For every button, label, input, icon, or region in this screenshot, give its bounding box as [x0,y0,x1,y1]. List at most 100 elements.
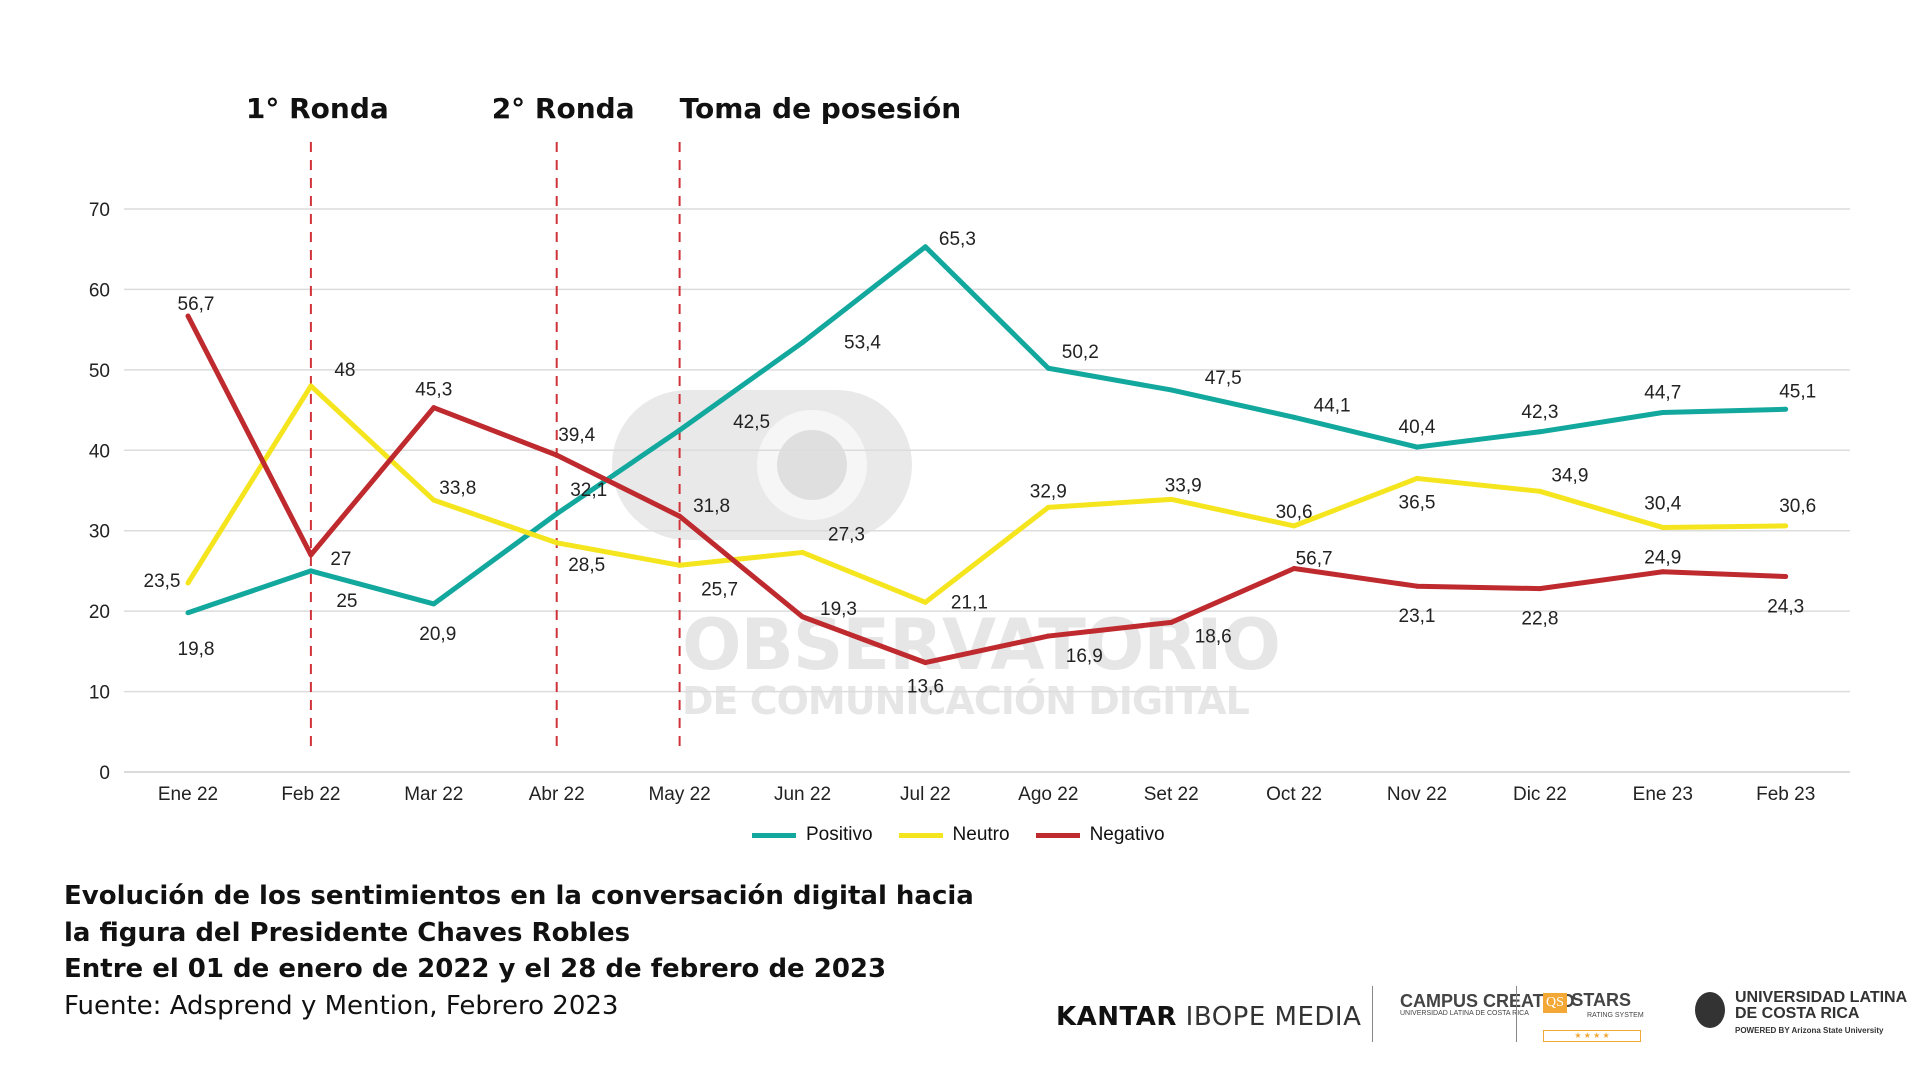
data-point [1045,504,1051,510]
watermark-line1: OBSERVATORIO [682,604,1281,686]
kantar-logo: KANTAR IBOPE MEDIA [1056,1002,1361,1032]
data-label: 33,9 [1165,475,1202,496]
data-label: 56,7 [178,294,215,315]
data-label: 23,1 [1399,606,1436,627]
x-tick-label: Dic 22 [1513,784,1567,805]
data-point [308,568,314,574]
data-point [431,405,437,411]
data-label: 21,1 [951,592,988,613]
data-point [1660,569,1666,575]
data-label: 20,9 [419,624,456,645]
y-tick-label: 0 [99,763,110,784]
data-point [677,562,683,568]
legend-label: Negativo [1089,824,1165,845]
data-point [677,513,683,519]
data-label: 18,6 [1195,626,1232,647]
data-label: 40,4 [1399,417,1436,438]
y-tick-label: 10 [89,683,110,704]
x-tick-label: Ene 23 [1633,784,1693,805]
campus-text: CAMPUS CREATIVO [1400,991,1575,1011]
y-tick-label: 40 [89,441,110,462]
data-point [1291,566,1297,572]
data-point [185,313,191,319]
globe-icon [1695,992,1725,1028]
qs-box: QS [1543,993,1567,1013]
x-tick-label: May 22 [648,784,710,805]
x-tick-label: Oct 22 [1266,784,1322,805]
data-label: 47,5 [1205,368,1242,389]
x-tick-label: Ene 22 [158,784,218,805]
data-label: 34,9 [1551,465,1588,486]
data-point [308,383,314,389]
series-line-neutro [185,383,1786,605]
divider [1372,986,1373,1042]
legend-item-positivo: Positivo [752,824,873,846]
data-label: 32,9 [1030,481,1067,502]
caption-source: Fuente: Adsprend y Mention, Febrero 2023 [64,990,619,1021]
data-point [1537,586,1543,592]
legend-swatch [898,832,943,838]
data-point [431,497,437,503]
data-label: 24,3 [1767,597,1804,618]
legend-swatch [1035,832,1080,838]
data-label: 36,5 [1399,492,1436,513]
data-label: 19,8 [178,639,215,660]
ulatina-powered: POWERED BY Arizona State University [1735,1026,1884,1035]
data-point [1045,633,1051,639]
data-label: 22,8 [1521,609,1558,630]
qs-rating: RATING SYSTEM [1587,1012,1644,1019]
data-point [1783,406,1789,412]
data-point [1537,488,1543,494]
data-label: 24,9 [1644,548,1681,569]
series-line-positivo [187,244,1786,616]
annotation-label: 1° Ronda [245,92,389,125]
data-label: 50,2 [1062,342,1099,363]
data-label: 19,3 [820,599,857,620]
data-label: 30,4 [1644,493,1681,514]
data-label: 42,5 [733,412,770,433]
x-tick-label: Abr 22 [529,784,585,805]
data-label: 16,9 [1066,646,1103,667]
caption-line3: Entre el 01 de enero de 2022 y el 28 de … [64,954,887,984]
data-point [1168,496,1174,502]
legend-swatch [752,832,796,838]
data-point [1660,524,1666,530]
data-point [922,244,928,250]
data-label: 28,5 [568,555,605,576]
data-label: 65,3 [939,229,976,250]
data-point [1291,414,1297,420]
y-tick-label: 30 [89,522,110,543]
data-label: 42,3 [1521,402,1558,423]
divider [1516,986,1517,1042]
data-point [431,601,437,607]
data-point [1414,583,1420,589]
data-point [1783,574,1789,580]
data-label: 33,8 [439,478,476,499]
data-point [554,540,560,546]
data-label: 32,1 [570,480,607,501]
campus-creativo-logo: CAMPUS CREATIVO UNIVERSIDAD LATINA DE COS… [1400,992,1575,1018]
data-point [1045,365,1051,371]
data-point [1414,444,1420,450]
data-point [800,340,805,346]
logos: KANTAR IBOPE MEDIA CAMPUS CREATIVO UNIVER… [1050,980,1907,1050]
x-tick-label: Ago 22 [1018,784,1078,805]
kantar-bold: KANTAR [1056,1002,1177,1032]
data-label: 44,7 [1644,382,1681,403]
legend-label: Neutro [952,824,1010,845]
qs-star-bar: ★ ★ ★ ★ [1543,1030,1641,1042]
data-label: 27,3 [828,524,865,545]
data-point [922,599,928,605]
legend-item-negativo: Negativo [1035,824,1165,846]
y-tick-label: 60 [89,280,110,301]
x-tick-label: Jul 22 [900,784,951,805]
kantar-rest: IBOPE MEDIA [1185,1002,1362,1032]
watermark-line2: DE COMUNICACIÓN DIGITAL [682,679,1250,723]
data-label: 25,7 [701,579,738,600]
annotation-label: 2° Ronda [491,92,635,125]
data-label: 48 [334,360,355,381]
data-point [185,610,191,616]
legend-item-neutro: Neutro [898,824,1010,846]
campus-sub: UNIVERSIDAD LATINA DE COSTA RICA [1400,1010,1529,1017]
